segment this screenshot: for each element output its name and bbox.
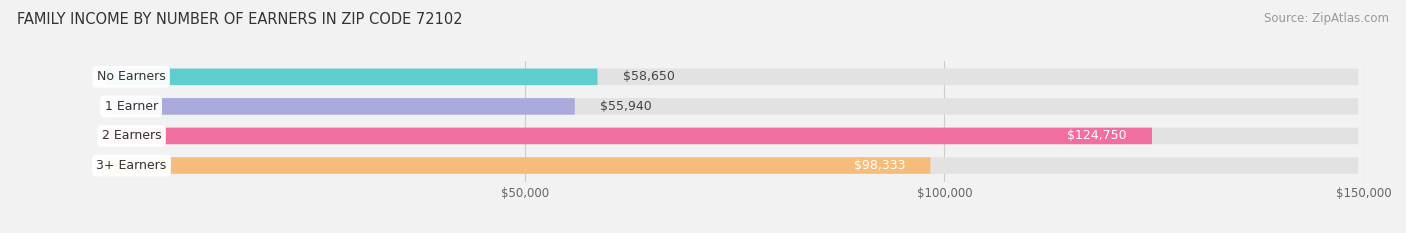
Text: $124,750: $124,750 <box>1067 130 1126 142</box>
Text: $98,333: $98,333 <box>853 159 905 172</box>
FancyBboxPatch shape <box>111 98 1358 115</box>
Text: Source: ZipAtlas.com: Source: ZipAtlas.com <box>1264 12 1389 25</box>
FancyBboxPatch shape <box>105 157 931 174</box>
FancyBboxPatch shape <box>105 69 598 85</box>
FancyBboxPatch shape <box>105 98 575 115</box>
FancyBboxPatch shape <box>105 128 1152 144</box>
Text: 1 Earner: 1 Earner <box>104 100 157 113</box>
Text: 2 Earners: 2 Earners <box>101 130 162 142</box>
FancyBboxPatch shape <box>111 157 1358 174</box>
Text: $58,650: $58,650 <box>623 70 675 83</box>
Text: $55,940: $55,940 <box>600 100 651 113</box>
FancyBboxPatch shape <box>111 128 1358 144</box>
Text: FAMILY INCOME BY NUMBER OF EARNERS IN ZIP CODE 72102: FAMILY INCOME BY NUMBER OF EARNERS IN ZI… <box>17 12 463 27</box>
Text: 3+ Earners: 3+ Earners <box>97 159 166 172</box>
Text: No Earners: No Earners <box>97 70 166 83</box>
FancyBboxPatch shape <box>111 69 1358 85</box>
